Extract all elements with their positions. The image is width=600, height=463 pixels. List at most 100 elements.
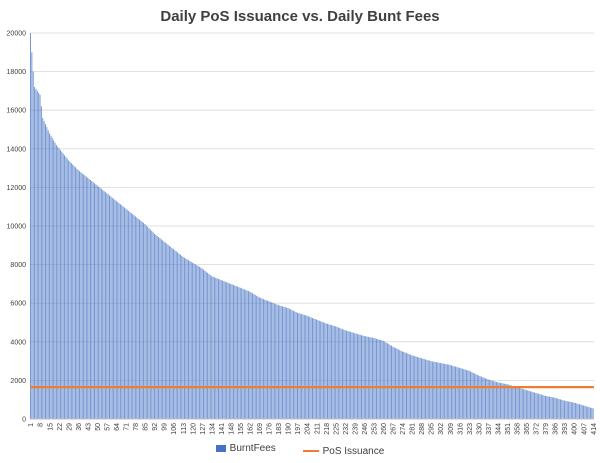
bar <box>514 386 516 419</box>
x-tick-label: 57 <box>104 423 111 431</box>
bar <box>505 383 507 419</box>
bar <box>491 380 493 419</box>
bar <box>107 194 109 419</box>
x-tick-label: 414 <box>591 423 598 435</box>
bar <box>478 375 480 419</box>
bar <box>219 279 221 419</box>
bar <box>579 404 580 419</box>
bar <box>502 383 504 419</box>
bar <box>554 397 556 419</box>
bar <box>321 321 323 419</box>
bar <box>262 299 264 419</box>
y-tick-label: 14000 <box>7 146 27 153</box>
bar <box>166 243 168 419</box>
bar <box>38 92 40 419</box>
bar <box>113 198 115 419</box>
bar <box>429 360 431 419</box>
x-tick-label: 323 <box>467 423 474 435</box>
y-tick-label: 2000 <box>10 378 26 385</box>
bar <box>557 398 559 419</box>
bar <box>39 94 41 419</box>
y-tick-label: 10000 <box>7 224 27 231</box>
bar <box>344 330 346 419</box>
bar <box>257 296 259 419</box>
y-tick-label: 12000 <box>7 185 27 192</box>
bar <box>143 222 145 419</box>
bar <box>474 373 476 419</box>
bar <box>513 386 515 419</box>
x-tick-label: 232 <box>343 423 350 435</box>
bar <box>95 184 97 419</box>
bar <box>288 308 290 419</box>
bar <box>356 333 358 419</box>
bar <box>261 298 263 419</box>
bar <box>317 320 319 419</box>
x-tick-label: 337 <box>486 423 493 435</box>
bar <box>265 300 267 419</box>
bar <box>569 401 571 419</box>
bar <box>43 121 45 419</box>
x-tick-label: 344 <box>495 423 502 435</box>
bar <box>371 337 373 419</box>
bar <box>531 391 533 419</box>
bar <box>58 148 60 419</box>
bar <box>359 334 361 419</box>
bar <box>130 213 132 419</box>
x-tick-label: 36 <box>76 423 83 431</box>
bar <box>535 392 537 419</box>
bar <box>318 320 320 419</box>
bar <box>373 337 375 419</box>
bar <box>528 390 530 419</box>
bar <box>551 397 553 419</box>
bar <box>475 374 477 419</box>
bar <box>256 295 258 419</box>
bar <box>519 387 521 419</box>
y-tick-label: 0 <box>22 417 26 424</box>
x-tick-label: 197 <box>295 423 302 435</box>
bar <box>523 389 525 419</box>
bar <box>186 259 188 419</box>
bar <box>267 300 269 419</box>
bar <box>307 316 309 419</box>
bar <box>136 217 138 419</box>
x-tick-label: 29 <box>66 423 73 431</box>
bar <box>313 318 315 419</box>
bar <box>343 329 345 419</box>
x-tick-label: 365 <box>524 423 531 435</box>
bar <box>204 270 206 419</box>
bar <box>395 348 397 419</box>
bar <box>188 260 190 419</box>
bar <box>366 336 368 419</box>
x-tick-label: 407 <box>581 423 588 435</box>
bar <box>99 187 101 419</box>
bar <box>201 268 203 419</box>
bar <box>74 167 76 419</box>
bar <box>310 317 312 419</box>
bar <box>258 297 260 419</box>
bar <box>83 174 85 419</box>
bar <box>203 269 204 419</box>
bar <box>212 276 214 419</box>
bar <box>404 352 406 419</box>
x-tick-label: 309 <box>448 423 455 435</box>
bar <box>59 150 61 419</box>
x-tick-label: 141 <box>219 423 226 435</box>
bar <box>420 358 422 419</box>
bar <box>566 401 568 419</box>
bar <box>583 405 585 419</box>
bar <box>62 153 64 419</box>
bar <box>549 396 551 419</box>
bar <box>34 87 36 419</box>
bar <box>118 203 120 419</box>
bar <box>207 272 209 419</box>
bar <box>572 402 574 419</box>
bar <box>294 311 296 419</box>
x-tick-label: 15 <box>47 423 54 431</box>
bar <box>73 165 75 419</box>
bar <box>268 301 270 419</box>
bar <box>430 361 432 419</box>
bar <box>246 290 248 419</box>
bar <box>527 390 529 419</box>
y-tick-label: 16000 <box>7 108 27 115</box>
